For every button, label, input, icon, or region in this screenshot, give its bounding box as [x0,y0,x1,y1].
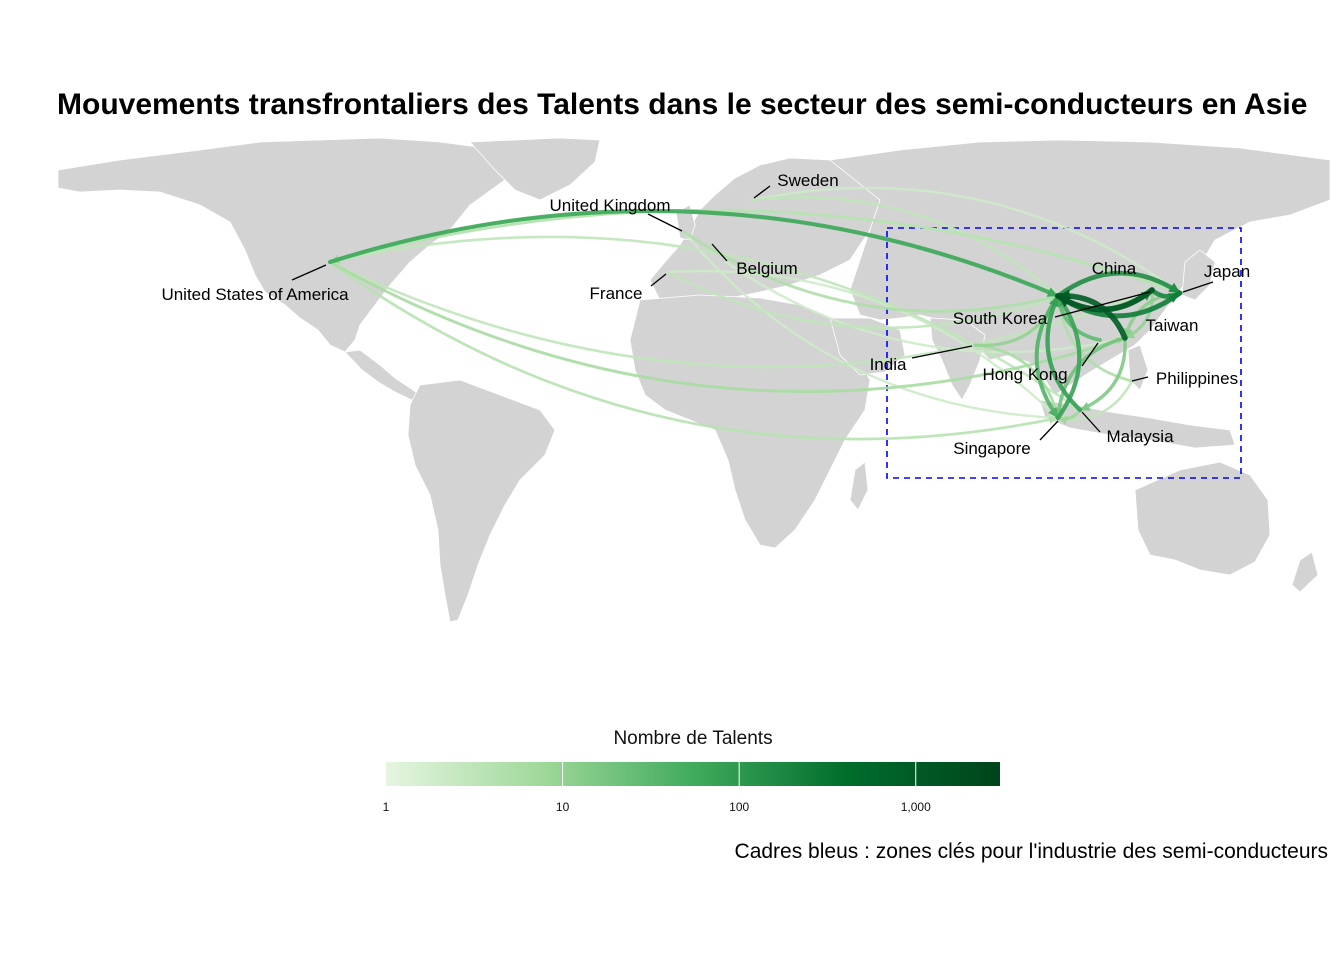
flow-arrowhead-south_korea-to-china [1058,296,1071,308]
landmass-asia [829,139,1330,396]
leader-line-india [911,345,973,359]
label-leaders-layer [291,185,1214,441]
legend-tick-label: 10 [555,800,570,814]
landmass-central-america [344,349,421,401]
flow-arc-uk-to-singapore [682,230,1060,420]
country-labels-layer: United States of America United Kingdom Sw… [161,171,1250,458]
country-label-sweden: Sweden [777,171,838,190]
flow-arc-france-to-china [665,270,1060,330]
legend-tick-label: 1 [382,800,390,814]
chart-title: Mouvements transfrontaliers des Talents … [57,88,1308,121]
flow-arrowhead-malaysia-to-singapore [1058,416,1068,425]
legend-tick-marks [562,762,917,786]
country-label-uk: United Kingdom [550,196,671,215]
flow-arc-malaysia-to-china [1045,293,1083,413]
leader-line-france [650,273,667,287]
flow-arc-south_korea-to-china [1055,287,1155,313]
country-label-philippines: Philippines [1156,369,1238,388]
flow-arrowhead-taiwan-to-malaysia [1080,402,1091,411]
flow-arrowhead-malaysia-to-china [1049,296,1059,308]
leader-line-south_korea [1054,291,1151,318]
country-label-france: France [590,284,643,303]
landmass-north-america [57,138,506,353]
legend-colorbar [386,762,1000,786]
flow-arc-taiwan-to-malaysia [1078,336,1127,412]
leader-line-japan [1182,281,1214,293]
country-label-hong_kong: Hong Kong [982,365,1067,384]
country-label-japan: Japan [1204,262,1250,281]
land-layer [57,138,1330,623]
flow-arc-usa-to-taiwan [328,260,1127,394]
legend-title: Nombre de Talents [613,728,773,749]
flow-arrowhead-south_korea-to-taiwan [1125,329,1136,339]
flow-arc-france-to-singapore [665,269,1060,420]
landmass-greenland [469,138,601,201]
color-legend [386,762,1000,786]
leader-line-belgium [711,243,728,262]
flow-arrowhead-usa-to-china [1046,287,1058,297]
caption: Cadres bleus : zones clés pour l'industr… [734,840,1328,863]
country-label-usa: United States of America [161,285,349,304]
leader-line-hong_kong [1081,342,1099,367]
flow-arc-usa-to-china [327,208,1061,299]
landmass-indonesia [1039,399,1236,449]
country-label-belgium: Belgium [736,259,797,278]
country-label-malaysia: Malaysia [1106,427,1174,446]
landmass-india [929,317,986,401]
flow-arc-india-to-singapore [973,343,1060,420]
flow-arc-usa-to-japan [328,209,1182,295]
landmass-australia [1134,461,1271,576]
flow-arc-china-to-japan [1055,270,1183,299]
leader-line-usa [291,264,327,281]
country-label-south_korea: South Korea [953,309,1048,328]
landmass-japan [1181,249,1216,301]
flow-arrowhead-china-to-singapore [1048,407,1058,418]
landmass-uk [675,204,696,241]
flow-arc-china-to-singapore [1034,294,1060,420]
flow-arc-uk-to-china [682,230,1060,313]
country-label-china: China [1092,259,1137,278]
landmass-south-america [407,379,556,623]
landmass-madagascar [849,461,869,511]
leader-line-uk [647,213,683,232]
leader-line-philippines [1131,376,1149,382]
country-label-india: India [870,355,907,374]
country-label-taiwan: Taiwan [1146,316,1199,335]
legend-tick-label: 1,000 [900,800,931,814]
flow-arc-belgium-to-taiwan [724,260,1127,354]
legend-tick-label: 100 [729,800,750,814]
flow-arc-singapore-to-china [1055,293,1082,421]
leader-line-malaysia [1081,411,1101,433]
flow-arc-usa-to-singapore [328,260,1060,441]
country-label-singapore: Singapore [953,439,1031,458]
leader-line-singapore [1039,420,1059,441]
leader-line-sweden [753,185,771,199]
flow-arrowhead-china-to-japan [1168,282,1180,293]
flow-arc-sweden-to-china [750,195,1060,298]
landmass-new-zealand [1291,551,1319,593]
flows-layer [327,186,1183,441]
flow-arc-sweden-to-japan [750,186,1182,295]
